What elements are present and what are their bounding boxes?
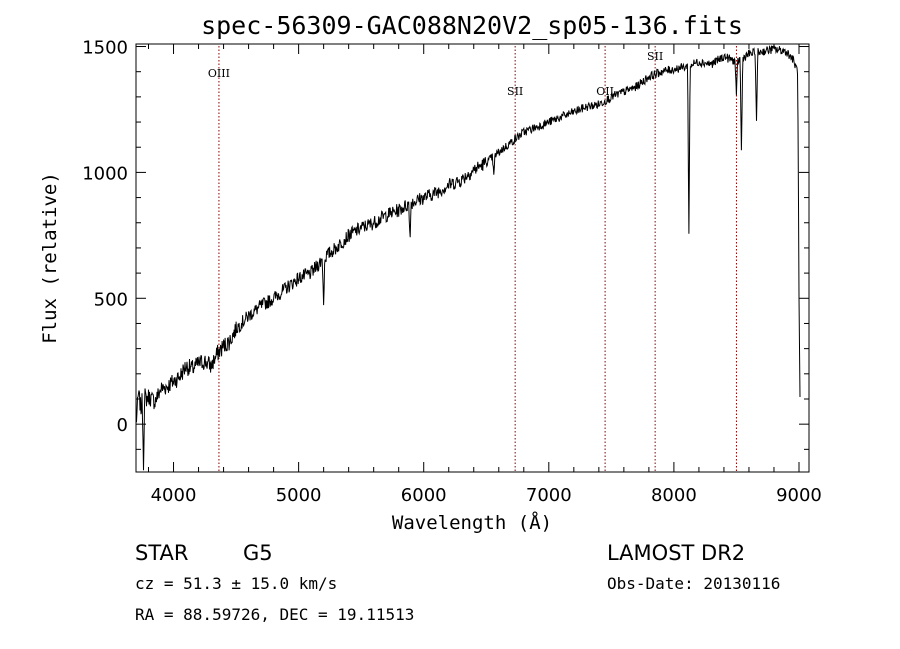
survey-label: LAMOST DR2	[607, 541, 745, 565]
line-marker-label: SII	[647, 50, 663, 63]
subclass-label: G5	[243, 541, 273, 565]
line-marker-label: OII	[596, 85, 614, 98]
x-tick-label: 9000	[776, 485, 822, 506]
y-axis-label: Flux (relative)	[39, 172, 61, 344]
chart-title: spec-56309-GAC088N20V2_sp05-136.fits	[201, 11, 743, 40]
class-label: STAR	[135, 541, 188, 565]
x-tick-label: 7000	[526, 485, 572, 506]
line-marker-label: OIII	[208, 67, 230, 80]
coordinates-label: RA = 88.59726, DEC = 19.11513	[135, 605, 414, 624]
spectrum-series	[135, 44, 801, 471]
obs-date-label: Obs-Date: 20130116	[607, 574, 780, 593]
redshift-label: cz = 51.3 ± 15.0 km/s	[135, 574, 337, 593]
emission-line-markers: OIII SII OII SII	[208, 46, 737, 472]
spectrum-line	[135, 44, 801, 471]
plot-area	[135, 43, 810, 473]
x-tick-label: 4000	[151, 485, 197, 506]
y-tick-label: 1000	[82, 163, 128, 184]
y-tick-label: 500	[94, 289, 128, 310]
plot-border	[135, 43, 810, 473]
y-tick-label: 0	[117, 415, 128, 436]
y-tick-label: 1500	[82, 38, 128, 59]
x-tick-label: 5000	[276, 485, 322, 506]
x-tick-label: 8000	[651, 485, 697, 506]
line-marker-label: SII	[507, 85, 523, 98]
x-tick-label: 6000	[401, 485, 447, 506]
axis-ticks: 4000 5000 6000 7000 8000 9000 0 500 1000 1500	[82, 38, 822, 506]
x-axis-label: Wavelength (Å)	[392, 511, 552, 534]
